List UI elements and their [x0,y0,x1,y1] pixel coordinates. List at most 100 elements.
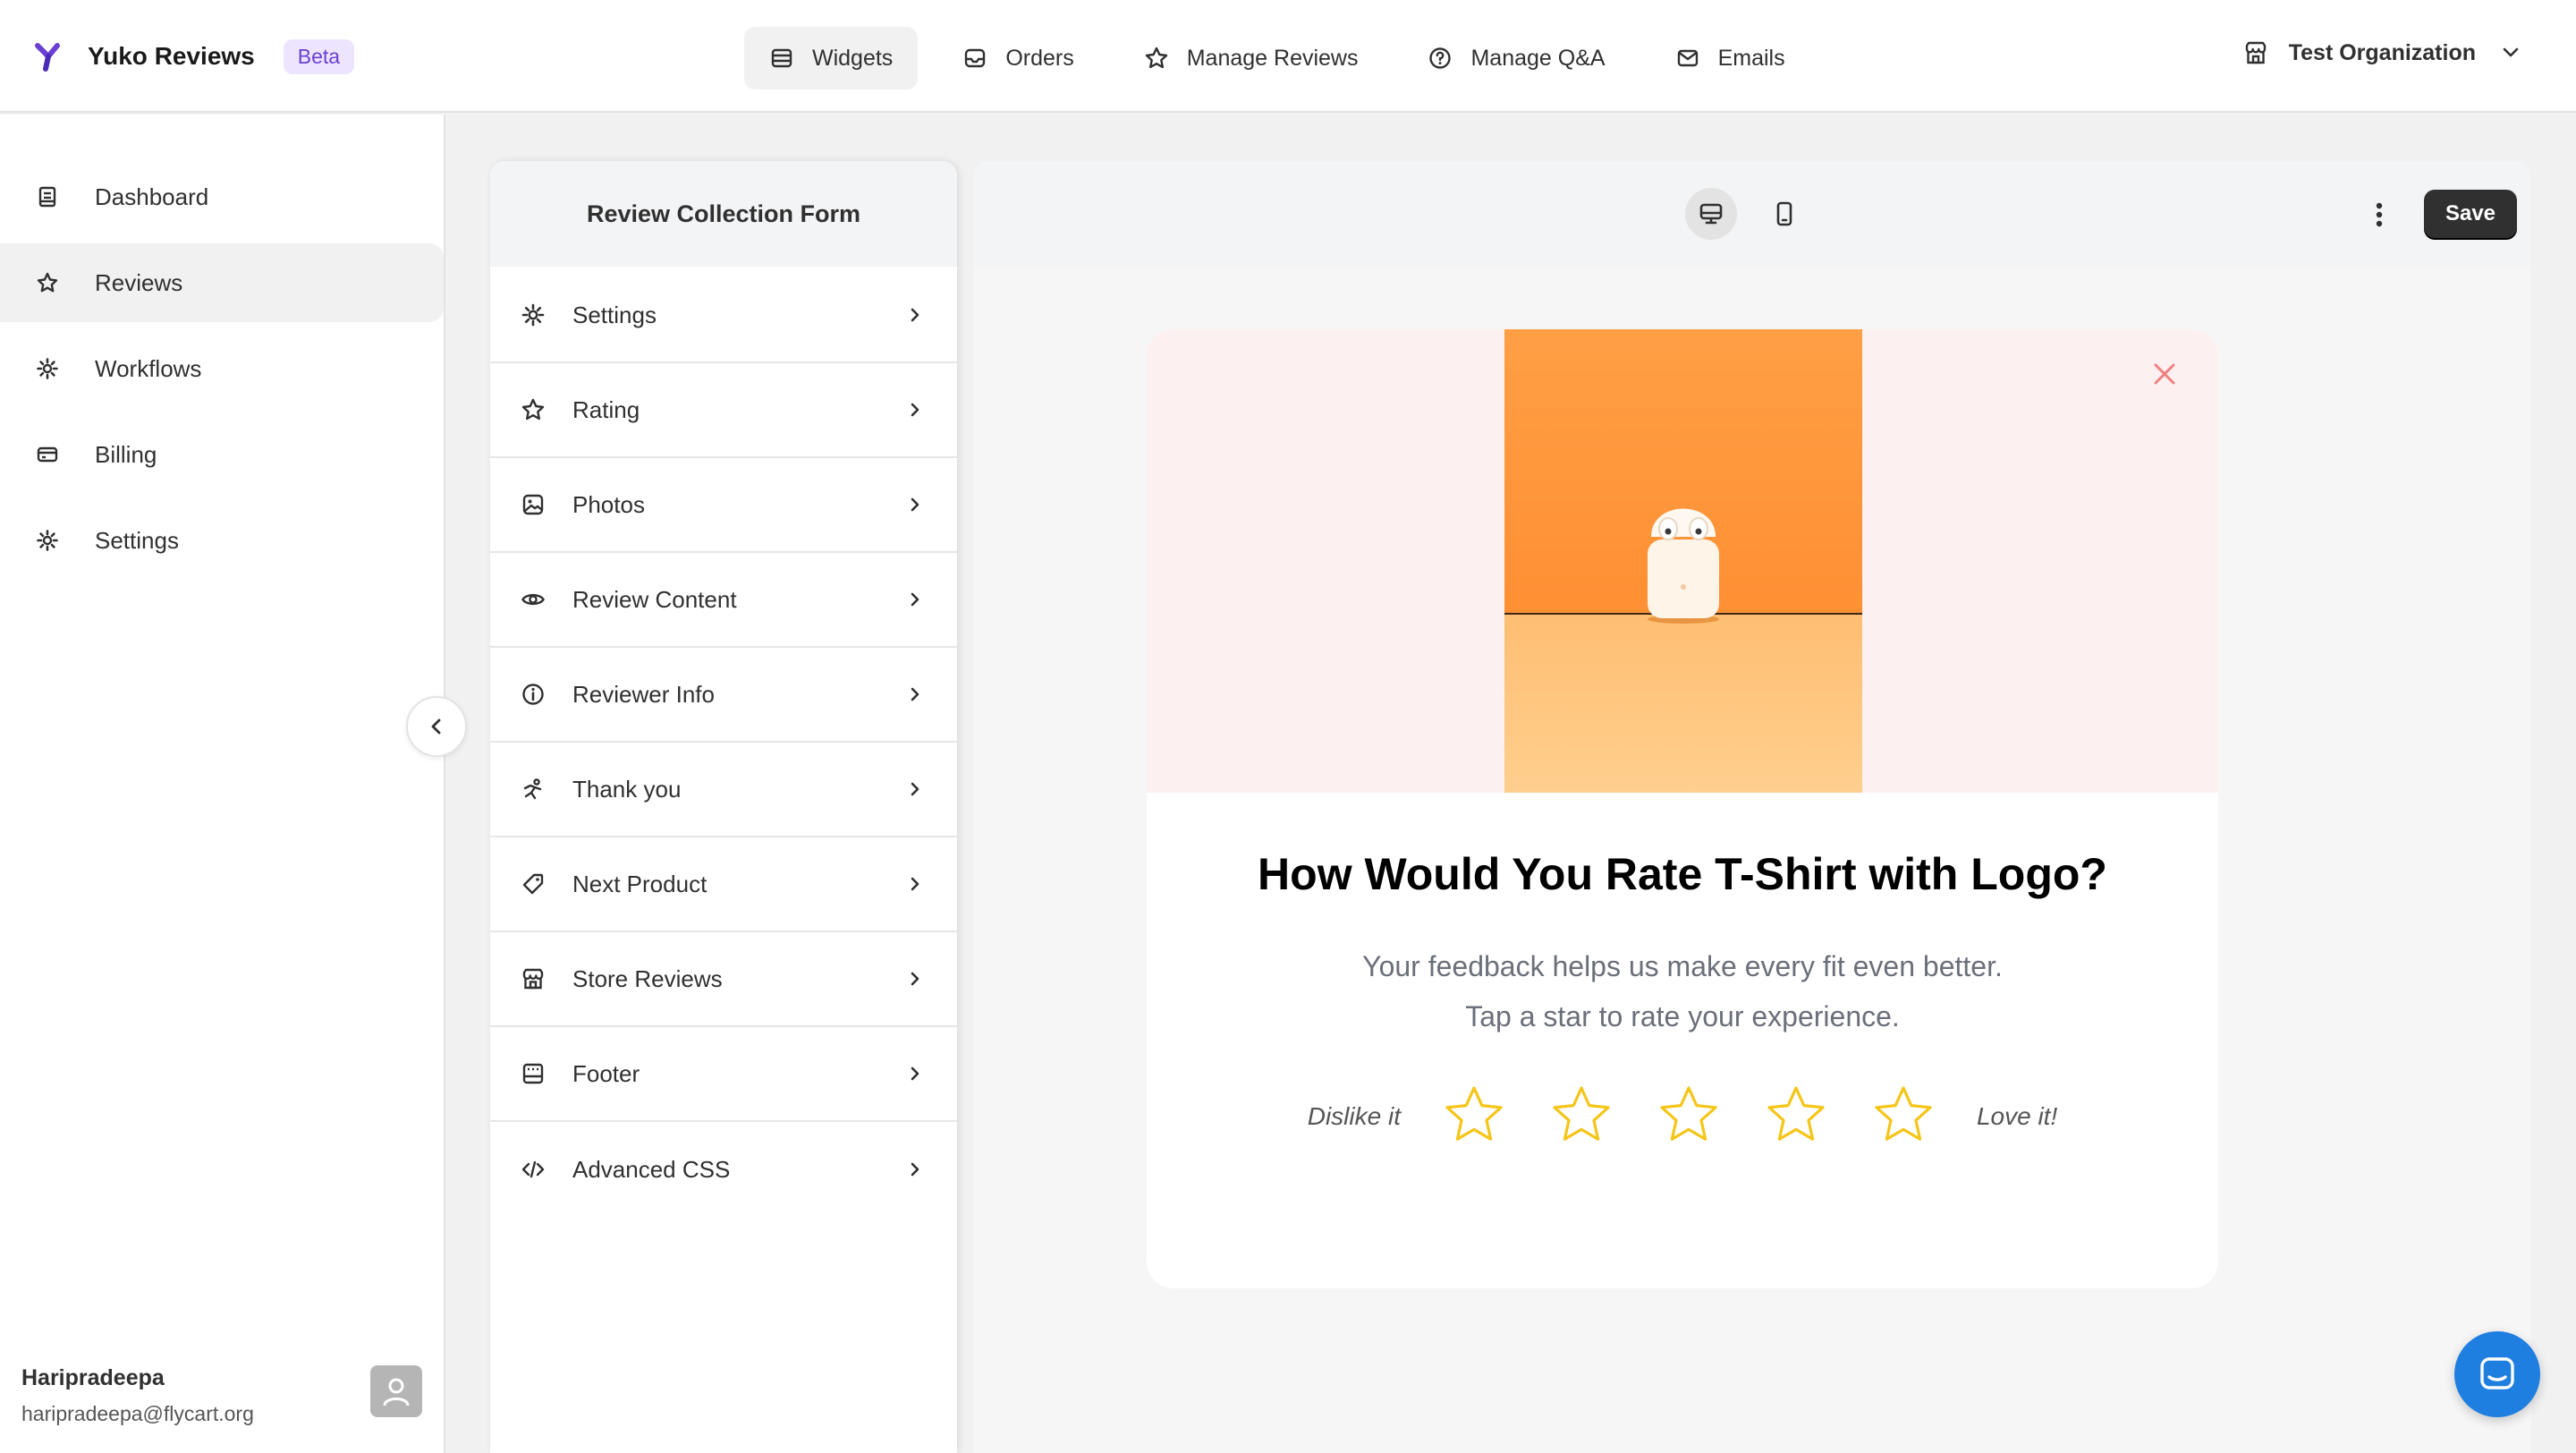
rating-low-label: Dislike it [1307,1102,1401,1130]
star-rating-2-icon[interactable] [1547,1083,1615,1151]
avatar[interactable] [370,1365,422,1417]
panel-item-store-reviews[interactable]: Store Reviews [490,932,957,1027]
chevron-right-icon [911,1162,919,1177]
user-name: Haripradeepa [21,1365,165,1390]
panel-item-photos[interactable]: Photos [490,458,957,553]
star-rating: Dislike it Love it! [1147,1083,2218,1151]
sidebar-item-billing[interactable]: Billing [0,415,444,494]
image-icon [522,494,544,515]
topnav-emails[interactable]: Emails [1650,27,1810,89]
sidebar-item-workflows[interactable]: Workflows [0,329,444,408]
brand[interactable]: Yuko Reviews Beta [32,36,355,77]
collapse-sidebar-button[interactable] [406,696,467,757]
panel-item-next-product[interactable]: Next Product [490,837,957,932]
chevron-right-icon [911,782,919,796]
celebrate-icon [523,778,542,800]
store-icon [2245,41,2266,64]
user-info[interactable]: Haripradeepa haripradeepa@flycart.org [21,1365,254,1426]
save-button[interactable]: Save [2424,190,2517,238]
chevron-right-icon [911,972,919,986]
chevron-left-icon [431,718,441,735]
star-icon [37,272,58,293]
topnav-label: Widgets [812,45,894,71]
yuko-logo-icon [35,43,60,72]
panel-item-label: Review Content [572,585,737,613]
footer-icon [522,1063,544,1084]
store-icon [522,968,544,990]
panel-item-rating[interactable]: Rating [490,363,957,458]
rating-subtitle-line-2: Tap a star to rate your experience. [1465,1000,1900,1032]
preview-toolbar: Save [973,161,2531,267]
chevron-right-icon [911,877,919,891]
topnav-orders[interactable]: Orders [937,27,1098,89]
panel-item-label: Photos [572,490,645,518]
panel-item-label: Footer [572,1059,640,1087]
user-icon [383,1378,410,1406]
chevron-right-icon [911,592,919,607]
chat-support-button[interactable] [2454,1331,2540,1417]
product-image-area [1147,329,2218,793]
chat-icon [2480,1357,2514,1389]
widgets-icon [771,48,792,68]
sidebar-item-label: Dashboard [95,183,209,210]
star-rating-5-icon[interactable] [1869,1083,1937,1151]
organization-switcher[interactable]: Test Organization [2242,39,2522,66]
tag-icon [522,873,544,895]
app-name: Yuko Reviews [88,42,255,70]
panel-item-label: Store Reviews [572,964,723,992]
preview-canvas: How Would You Rate T-Shirt with Logo? Yo… [973,267,2531,1453]
panel-item-reviewer-info[interactable]: Reviewer Info [490,648,957,743]
sidebar-item-settings[interactable]: Settings [0,501,444,580]
more-options-button[interactable] [2361,197,2397,233]
star-rating-3-icon[interactable] [1655,1083,1723,1151]
form-settings-panel: Review Collection Form Settings Rating P… [490,161,957,1453]
more-vertical-icon [2376,202,2383,227]
inbox-icon [965,48,986,68]
chevron-right-icon [911,308,919,322]
topnav-manage-reviews[interactable]: Manage Reviews [1119,27,1384,89]
close-icon[interactable] [2147,356,2182,392]
panel-item-footer[interactable]: Footer [490,1027,957,1122]
desktop-view-button[interactable] [1685,188,1737,240]
panel-title: Review Collection Form [490,161,957,267]
gear-icon [521,303,545,327]
star-rating-4-icon[interactable] [1762,1083,1830,1151]
beta-badge: Beta [283,38,355,74]
star-icon [521,398,545,421]
sidebar-item-label: Settings [95,526,179,554]
sidebar-item-label: Billing [95,440,157,468]
gear-icon [37,530,58,551]
panel-item-label: Settings [572,301,657,328]
star-rating-1-icon[interactable] [1440,1083,1508,1151]
question-circle-icon [1429,47,1452,69]
sidebar-item-dashboard[interactable]: Dashboard [0,157,444,236]
panel-item-label: Next Product [572,870,708,897]
panel-item-label: Thank you [572,775,682,803]
dashboard-icon [38,186,56,208]
panel-item-advanced-css[interactable]: Advanced CSS [490,1122,957,1217]
mobile-view-button[interactable] [1758,188,1810,240]
stars-group [1420,1083,1957,1151]
sidebar-item-label: Reviews [95,268,183,296]
top-nav: Widgets Orders Manage Reviews Manage Q&A… [744,27,1830,89]
topnav-label: Manage Q&A [1470,45,1606,71]
sidebar-item-label: Workflows [95,354,202,382]
rating-high-label: Love it! [1976,1102,2058,1130]
sidebar-item-reviews[interactable]: Reviews [0,243,444,322]
chevron-right-icon [911,497,919,512]
organization-name: Test Organization [2288,39,2476,65]
topnav-manage-qa[interactable]: Manage Q&A [1402,27,1630,89]
eye-icon [521,593,545,606]
topnav-label: Emails [1717,45,1785,71]
panel-item-settings[interactable]: Settings [490,268,957,363]
desktop-icon [1699,203,1723,225]
topnav-widgets[interactable]: Widgets [744,27,919,89]
panel-item-label: Reviewer Info [572,680,715,708]
panel-item-thank-you[interactable]: Thank you [490,743,957,837]
chevron-right-icon [911,1066,919,1081]
user-email: haripradeepa@flycart.org [21,1402,254,1425]
sidebar: Dashboard Reviews Workflows Billing Sett… [0,115,445,1453]
panel-item-review-content[interactable]: Review Content [490,553,957,648]
rating-subtitle-line-1: Your feedback helps us make every fit ev… [1362,950,2003,982]
billing-icon [37,446,58,463]
